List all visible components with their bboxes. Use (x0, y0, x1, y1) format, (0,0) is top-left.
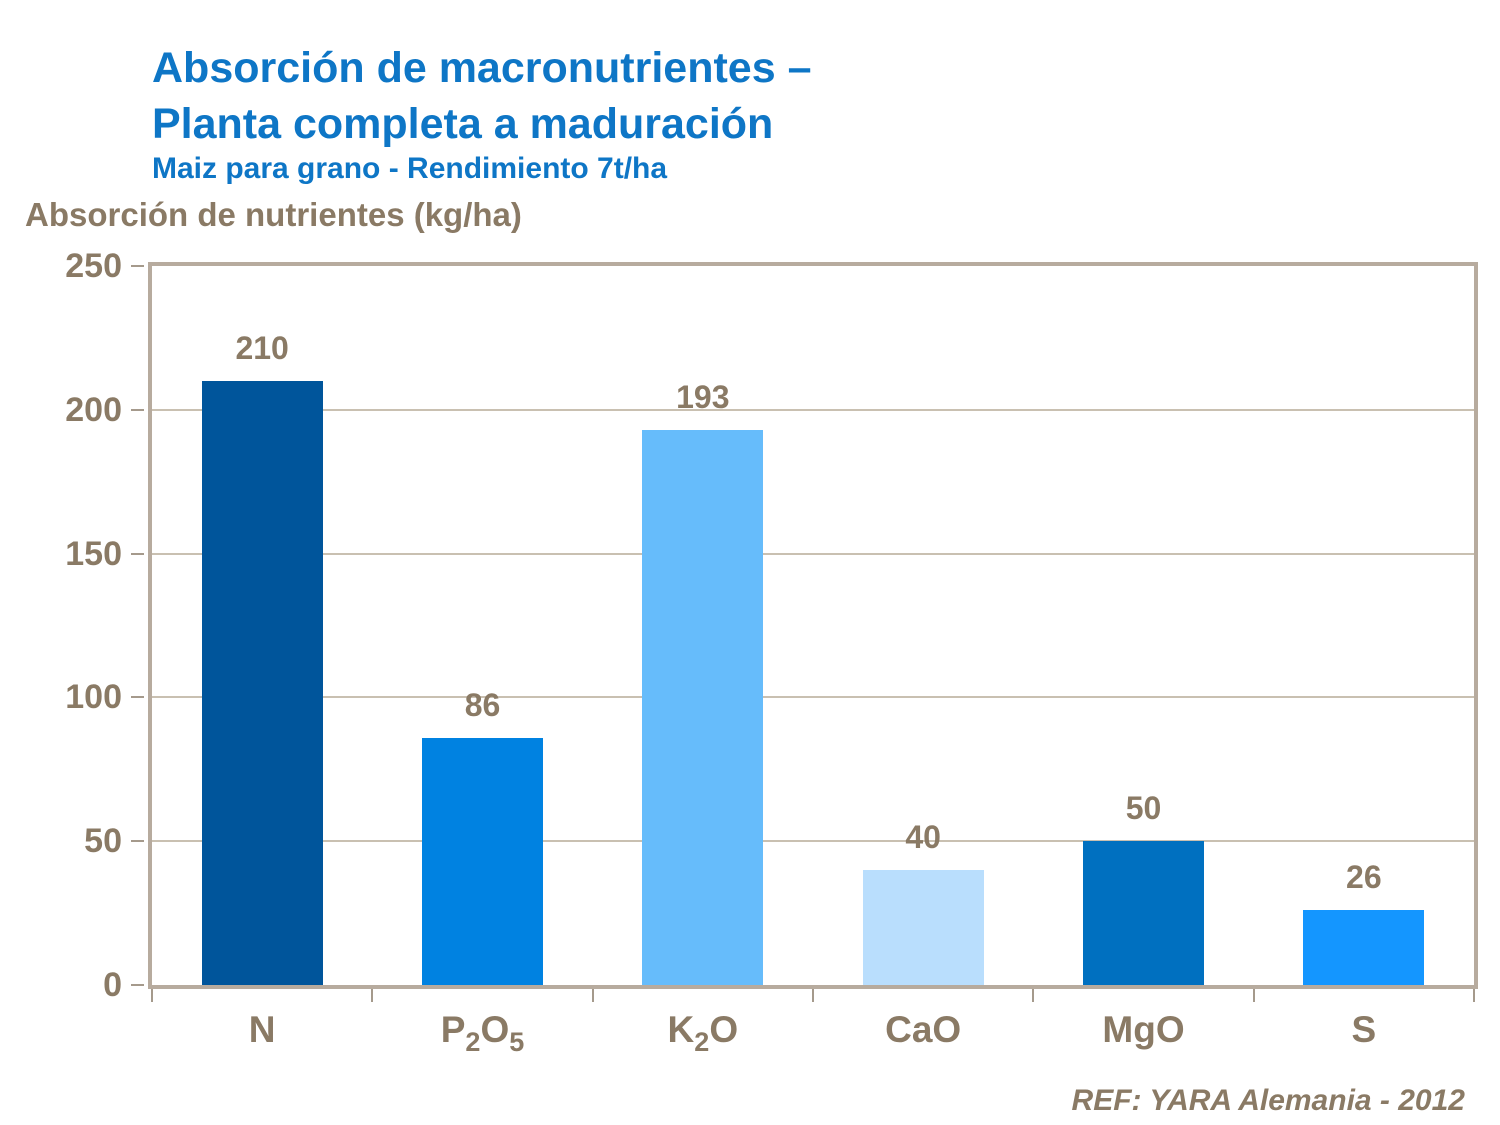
x-axis-label-text: N (248, 1009, 276, 1050)
x-tick-mark (591, 989, 594, 1002)
x-tick-mark (151, 989, 153, 1002)
x-axis-label-text: K (667, 1009, 695, 1050)
y-tick-label: 0 (103, 966, 122, 1004)
bar-value-label: 40 (905, 818, 941, 855)
y-tick-label: 250 (65, 247, 122, 285)
bar-value-label: 193 (676, 378, 730, 415)
bar-value-label: 210 (235, 330, 289, 367)
bar-MgO (1083, 841, 1204, 985)
x-axis-label-subscript: 5 (509, 1027, 525, 1057)
x-axis-label-subscript: 2 (694, 1027, 710, 1057)
y-tick-mark (131, 408, 144, 411)
y-tick-mark (131, 265, 144, 267)
y-axis-title: Absorción de nutrientes (kg/ha) (25, 196, 522, 233)
bar-K2O (642, 429, 764, 985)
x-tick-mark (1032, 989, 1035, 1002)
x-axis-label-N: N (152, 1009, 372, 1051)
y-tick-mark (131, 840, 144, 843)
chart-title: Absorción de macronutrientes – Planta co… (152, 40, 812, 152)
x-axis-label-text: CaO (885, 1009, 962, 1050)
gridline (152, 696, 1474, 699)
bar-CaO (862, 869, 984, 985)
gridline (152, 840, 1474, 843)
gridline (152, 552, 1474, 555)
x-axis-label-CaO: CaO (813, 1009, 1033, 1051)
bar-S (1303, 910, 1425, 985)
y-tick-mark (131, 552, 144, 555)
source-reference: REF: YARA Alemania - 2012 (1071, 1084, 1465, 1117)
x-axis-label-subscript: 2 (465, 1027, 481, 1057)
bar-N (201, 381, 323, 985)
chart-title-line1: Absorción de macronutrientes – (152, 44, 812, 92)
x-axis-label-text: MgO (1102, 1009, 1185, 1050)
x-axis-label-MgO: MgO (1033, 1009, 1253, 1051)
bar-value-label: 26 (1346, 859, 1382, 896)
x-axis-label-K2O: K2O (593, 1009, 813, 1058)
x-tick-mark (1252, 989, 1255, 1002)
plot-area: 0 50 100 150 200 250 210 N 86 P2O5 193 K2O 40 CaO 50 Mg… (65, 247, 1478, 1057)
bar-value-label: 86 (464, 686, 501, 723)
x-axis-label-text: O (480, 1009, 510, 1050)
x-axis-label-text: S (1351, 1009, 1377, 1050)
bar-value-label: 50 (1125, 790, 1162, 827)
y-tick-mark (131, 984, 144, 986)
x-axis-label-P2O5: P2O5 (372, 1009, 592, 1058)
bar-P2O5 (422, 737, 543, 985)
chart-subtitle: Maiz para grano - Rendimiento 7t/ha (152, 152, 668, 185)
y-tick-label: 50 (84, 822, 122, 861)
y-tick-label: 150 (65, 534, 122, 573)
gridline (152, 408, 1474, 411)
y-tick-label: 100 (65, 678, 122, 717)
x-axis-label-text: O (709, 1009, 739, 1050)
y-tick-mark (131, 696, 144, 699)
x-axis-label-S: S (1254, 1009, 1474, 1051)
x-tick-mark (371, 989, 374, 1002)
x-tick-mark (812, 989, 814, 1002)
chart-title-line2: Planta completa a maduración (152, 100, 774, 148)
y-tick-label: 200 (65, 390, 122, 429)
x-tick-mark (1473, 989, 1475, 1002)
x-axis-label-text: P (440, 1009, 466, 1050)
